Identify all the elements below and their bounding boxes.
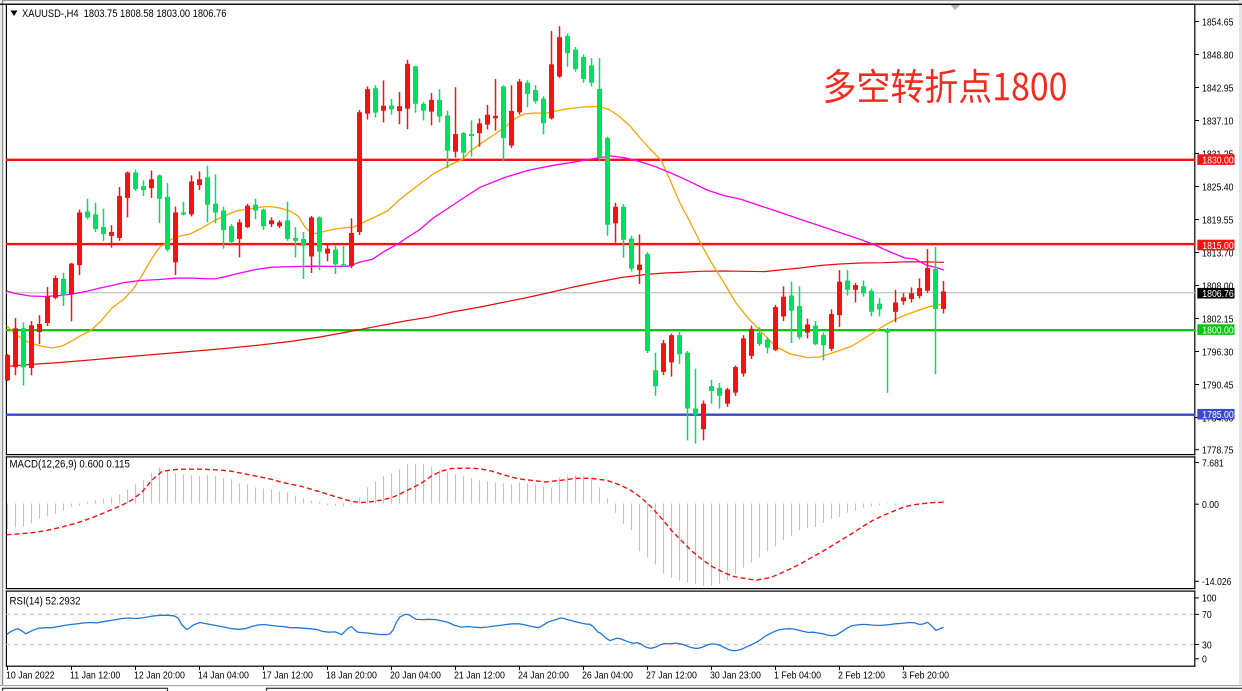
svg-text:MACD(12,26,9) 0.600 0.115: MACD(12,26,9) 0.600 0.115 [10, 459, 131, 471]
svg-text:1813.70: 1813.70 [1202, 248, 1233, 260]
svg-text:18 Jan 20:00: 18 Jan 20:00 [326, 670, 378, 682]
svg-text:0.00: 0.00 [1202, 499, 1219, 511]
svg-text:1796.30: 1796.30 [1202, 347, 1233, 359]
svg-text:1806.76: 1806.76 [1202, 288, 1233, 300]
svg-text:1778.75: 1778.75 [1202, 445, 1233, 457]
svg-text:27 Jan 12:00: 27 Jan 12:00 [646, 670, 698, 682]
svg-text:14 Jan 04:00: 14 Jan 04:00 [198, 670, 250, 682]
svg-text:1854.65: 1854.65 [1202, 17, 1233, 29]
svg-text:11 Jan 12:00: 11 Jan 12:00 [70, 670, 121, 682]
svg-text:1785.00: 1785.00 [1202, 409, 1233, 421]
svg-text:70: 70 [1202, 609, 1212, 621]
svg-text:21 Jan 12:00: 21 Jan 12:00 [454, 670, 506, 682]
svg-text:1800.00: 1800.00 [1202, 325, 1233, 337]
svg-text:-14.026: -14.026 [1202, 576, 1231, 588]
svg-text:1842.95: 1842.95 [1202, 83, 1233, 95]
svg-text:30: 30 [1202, 640, 1212, 652]
svg-text:100: 100 [1202, 593, 1217, 605]
svg-text:RSI(14) 52.2932: RSI(14) 52.2932 [10, 596, 81, 608]
svg-text:1808.00: 1808.00 [1202, 281, 1233, 293]
svg-text:1815.00: 1815.00 [1202, 240, 1233, 252]
svg-text:30 Jan 23:00: 30 Jan 23:00 [710, 670, 762, 682]
svg-text:1825.40: 1825.40 [1202, 182, 1233, 194]
svg-text:1 Feb 04:00: 1 Feb 04:00 [774, 670, 822, 682]
svg-text:17 Jan 12:00: 17 Jan 12:00 [262, 670, 314, 682]
svg-text:1790.45: 1790.45 [1202, 380, 1233, 392]
svg-text:1837.10: 1837.10 [1202, 116, 1233, 128]
svg-text:1819.55: 1819.55 [1202, 215, 1233, 227]
svg-text:1802.15: 1802.15 [1202, 314, 1233, 326]
svg-text:1848.80: 1848.80 [1202, 50, 1233, 62]
svg-text:24 Jan 20:00: 24 Jan 20:00 [518, 670, 570, 682]
svg-text:10 Jan 2022: 10 Jan 2022 [6, 670, 55, 682]
svg-text:3 Feb 20:00: 3 Feb 20:00 [902, 670, 950, 682]
svg-text:XAUUSD-,H4 1803.75 1808.58 18: XAUUSD-,H4 1803.75 1808.58 1803.00 1806.… [22, 8, 227, 20]
svg-text:2 Feb 12:00: 2 Feb 12:00 [838, 670, 886, 682]
svg-text:0: 0 [1202, 654, 1207, 666]
svg-text:26 Jan 04:00: 26 Jan 04:00 [582, 670, 634, 682]
svg-text:1830.00: 1830.00 [1202, 155, 1233, 167]
svg-text:7.681: 7.681 [1202, 458, 1224, 470]
svg-text:20 Jan 04:00: 20 Jan 04:00 [390, 670, 442, 682]
svg-text:12 Jan 20:00: 12 Jan 20:00 [134, 670, 186, 682]
